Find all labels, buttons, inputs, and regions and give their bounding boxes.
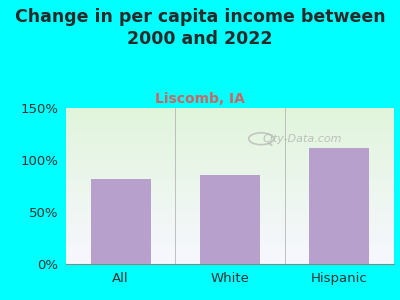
- Bar: [200, 175, 260, 264]
- Text: Change in per capita income between
2000 and 2022: Change in per capita income between 2000…: [15, 8, 385, 48]
- Text: Liscomb, IA: Liscomb, IA: [155, 92, 245, 106]
- Bar: [309, 148, 370, 264]
- Text: City-Data.com: City-Data.com: [262, 134, 342, 144]
- Bar: [90, 179, 151, 264]
